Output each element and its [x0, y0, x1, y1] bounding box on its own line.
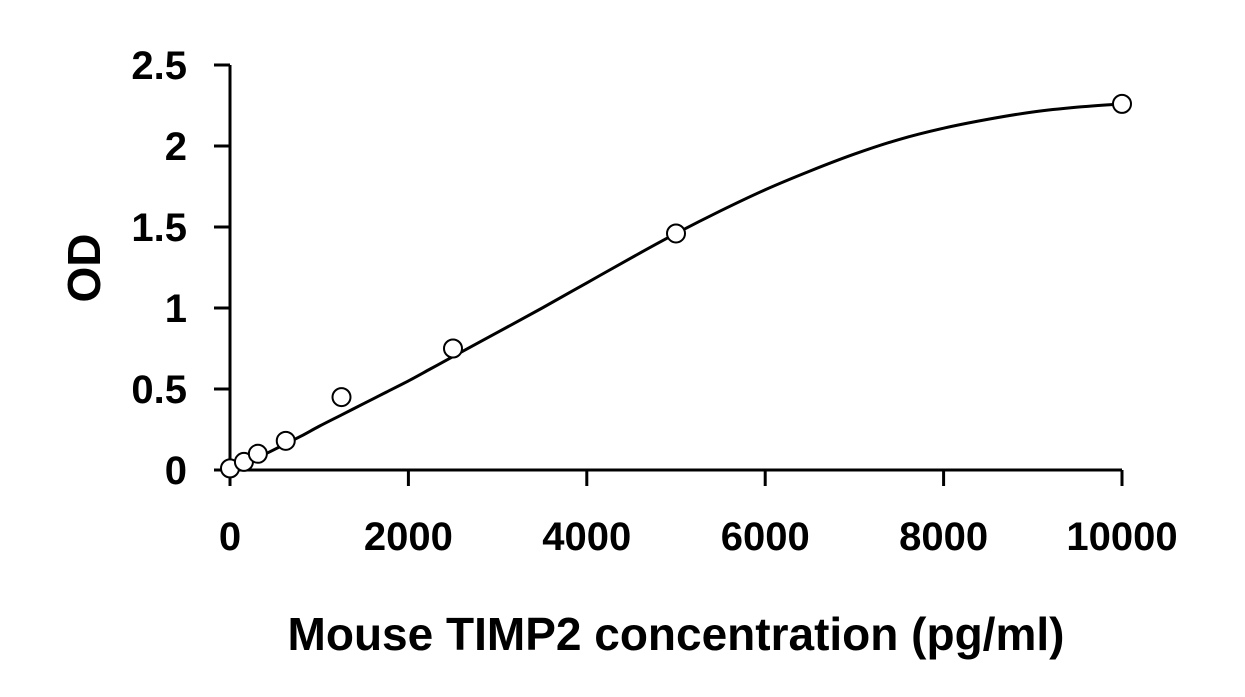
data-point — [247, 443, 268, 464]
x-tick-label: 6000 — [721, 515, 810, 559]
y-tick-label: 0 — [165, 449, 187, 493]
data-point — [666, 223, 686, 244]
x-tick-label: 0 — [219, 515, 241, 559]
data-point — [275, 430, 296, 451]
data-point — [331, 387, 352, 408]
y-axis-title: OD — [58, 234, 110, 303]
y-tick-label: 0.5 — [131, 368, 187, 412]
y-tick-label: 1 — [165, 287, 187, 331]
tick-labels: 0 2000 4000 6000 8000 10000 0 0.5 1 1.5 2 2.5 — [131, 44, 1177, 559]
axes — [228, 65, 1122, 472]
fit-curve — [229, 102, 1123, 472]
x-axis-title: Mouse TIMP2 concentration (pg/ml) — [288, 608, 1065, 660]
data-points — [220, 93, 1132, 479]
y-tick-label: 2 — [165, 125, 187, 169]
data-point — [443, 338, 463, 359]
x-tick-label: 2000 — [364, 515, 453, 559]
y-tick-label: 1.5 — [131, 206, 187, 250]
x-tick-label: 4000 — [542, 515, 631, 559]
x-tick-label: 10000 — [1066, 515, 1177, 559]
tick-marks — [214, 63, 1124, 486]
x-tick-label: 8000 — [899, 515, 988, 559]
data-point — [1112, 93, 1132, 114]
fit-curve-layer — [229, 102, 1123, 472]
y-tick-label: 2.5 — [131, 44, 187, 88]
